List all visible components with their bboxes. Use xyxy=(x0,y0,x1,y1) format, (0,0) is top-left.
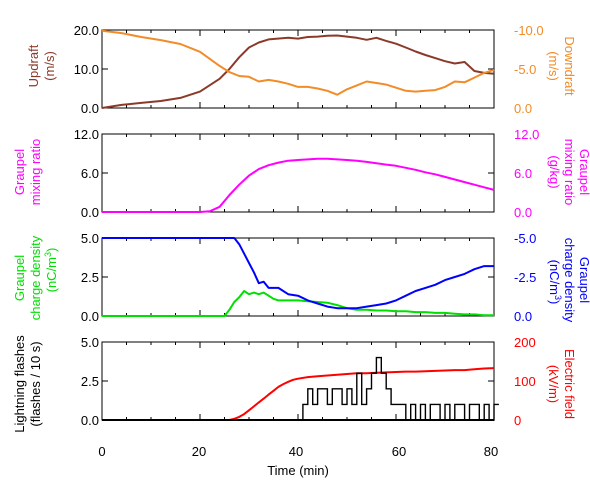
right-tick-label: 0.0 xyxy=(514,309,532,324)
left-tick-label: 0.0 xyxy=(81,413,99,428)
panel-4-left-label-line2: (flashes / 10 s) xyxy=(28,341,43,426)
left-tick-label: 5.0 xyxy=(81,231,99,246)
x-tick-label: 20 xyxy=(192,444,206,459)
lightning-flash-bars xyxy=(302,356,499,421)
right-tick-label: -10.0 xyxy=(514,23,544,38)
panel-1-series-1-line xyxy=(101,34,495,109)
left-tick-label: 2.5 xyxy=(81,270,99,285)
left-tick-label: 6.0 xyxy=(81,166,99,181)
right-tick-label: -5.0 xyxy=(514,62,536,77)
x-axis-title: Time (min) xyxy=(267,463,329,478)
right-tick-label: -5.0 xyxy=(514,231,536,246)
left-tick-label: 0.0 xyxy=(81,101,99,116)
plot-layer: 0.0 10.0 20.0 -10.0 -5.0 0.0 0.0 6.0 12.0 0.0 6.0 1… xyxy=(74,23,544,428)
panel-2-labels: Graupel mixing ratio Graupel mixing rati… xyxy=(12,139,590,205)
panel-2-right-label-line3: (g/kg) xyxy=(547,155,562,188)
panel-1-right-label-line2: (m/s) xyxy=(546,51,561,81)
right-tick-label: 6.0 xyxy=(514,166,532,181)
left-tick-label: 0.0 xyxy=(81,205,99,220)
left-tick-label: 5.0 xyxy=(81,335,99,350)
panel-3-labels: Graupel charge density (nC/m3) Graupel c… xyxy=(12,235,590,323)
x-tick-label: 40 xyxy=(289,444,303,459)
left-tick-label: 0.0 xyxy=(81,309,99,324)
right-tick-label: -2.5 xyxy=(514,270,536,285)
panel-3-left-label-line2: charge density xyxy=(28,235,43,320)
right-tick-label: 0.0 xyxy=(514,101,532,116)
panel-3-series-2-line xyxy=(102,237,494,310)
left-tick-label: 2.5 xyxy=(81,374,99,389)
left-tick-label: 20.0 xyxy=(74,23,99,38)
panel-1-left-label-line1: Updraft xyxy=(26,44,41,87)
panel-3-left-label-line1: Graupel xyxy=(12,255,27,301)
panel-4-right-label-line2: (kV/m) xyxy=(546,365,561,403)
right-tick-label: 12.0 xyxy=(514,127,539,142)
right-tick-label: 200 xyxy=(514,335,536,350)
panel-3-right-label-line2: charge density xyxy=(562,238,577,323)
left-tick-label: 10.0 xyxy=(74,62,99,77)
panel-3-right-unit: (nC/m3) xyxy=(547,260,563,305)
right-tick-label: 0.0 xyxy=(514,205,532,220)
panel-2-series-1-line xyxy=(102,157,495,213)
panel-3-frame xyxy=(101,237,495,317)
panel-1-left-label-line2: (m/s) xyxy=(42,51,57,81)
panel-1-series-2-line xyxy=(101,29,495,96)
panel-2-left-label-line2: mixing ratio xyxy=(28,139,43,205)
panel-4-labels: Lightning flashes (flashes / 10 s) Elect… xyxy=(12,335,577,433)
panel-3-series-1-line xyxy=(102,290,494,317)
panel-2-left-label-line1: Graupel xyxy=(12,149,27,195)
left-tick-label: 12.0 xyxy=(74,127,99,142)
panel-3-left-unit: (nC/m3) xyxy=(43,248,59,293)
x-tick-label: 80 xyxy=(484,444,498,459)
panel-3-right-label-line1: Graupel xyxy=(577,257,590,303)
x-tick-label: 60 xyxy=(392,444,406,459)
panel-4-frame xyxy=(101,341,495,421)
x-tick-label: 0 xyxy=(98,444,105,459)
panel-1-labels: Updraft (m/s) Downdraft (m/s) xyxy=(26,36,577,96)
right-tick-label: 0 xyxy=(514,413,521,428)
x-axis: 0 20 40 60 80 Time (min) xyxy=(98,444,498,478)
right-tick-label: 100 xyxy=(514,374,536,389)
panel-2-right-label-line2: mixing ratio xyxy=(562,139,577,205)
panel-4-left-label-line1: Lightning flashes xyxy=(12,335,27,433)
panel-4-right-label-line1: Electric field xyxy=(562,349,577,419)
panel-2-frame xyxy=(101,133,495,213)
panel-2-right-label-line1: Graupel xyxy=(577,149,590,195)
panel-4-series-1-line xyxy=(102,367,495,421)
panel-1-right-label-line1: Downdraft xyxy=(562,36,577,96)
panel-1-frame xyxy=(101,29,495,109)
